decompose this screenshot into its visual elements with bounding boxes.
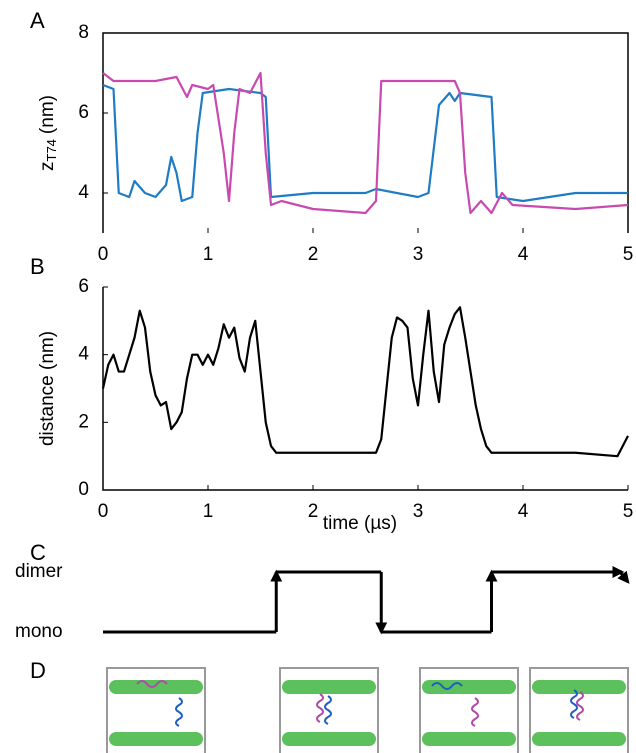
series-line (101, 306, 629, 458)
snapshots (106, 667, 629, 753)
x-tick-label: 1 (203, 244, 214, 265)
panel-label: C (30, 540, 46, 565)
y-label-text: z (37, 161, 58, 171)
y-tick-label: 2 (78, 411, 89, 432)
y-label-sub: T74 (44, 139, 59, 161)
y-tick-label: 4 (78, 344, 89, 365)
x-tick-label: 5 (623, 501, 634, 522)
x-tick-label: 4 (518, 244, 529, 265)
x-tick-label: 3 (413, 501, 424, 522)
panel-label: B (30, 254, 45, 279)
x-tick-label: 3 (413, 244, 424, 265)
end-arrow (617, 570, 630, 584)
y-label-unit: (nm) (37, 95, 58, 134)
axes (102, 287, 628, 491)
series-line (102, 71, 629, 215)
y-tick-label: 6 (78, 276, 89, 297)
y-category-label: mono (15, 621, 63, 642)
x-axis-label: time (µs) (323, 513, 397, 534)
x-tick-label: 2 (308, 244, 319, 265)
panel-label: A (30, 8, 45, 33)
x-tick-label: 1 (203, 501, 214, 522)
x-tick-label: 0 (98, 244, 109, 265)
y-axis-label: zT74 (nm) (37, 95, 59, 171)
y-axis-label: distance (nm) (37, 331, 58, 446)
y-label-text: distance (nm) (37, 331, 58, 446)
y-tick-label: 8 (78, 22, 89, 43)
x-tick-label: 5 (623, 244, 634, 265)
x-tick-label: 2 (308, 501, 319, 522)
x-tick-label: 4 (518, 501, 529, 522)
x-tick-label: 0 (98, 501, 109, 522)
y-tick-label: 6 (78, 102, 89, 123)
frame (102, 32, 629, 233)
y-tick-label: 4 (78, 182, 89, 203)
panel-label: D (30, 658, 46, 683)
y-tick-label: 0 (78, 479, 89, 500)
y-category-label: dimer (15, 561, 63, 582)
series-line (102, 83, 628, 203)
